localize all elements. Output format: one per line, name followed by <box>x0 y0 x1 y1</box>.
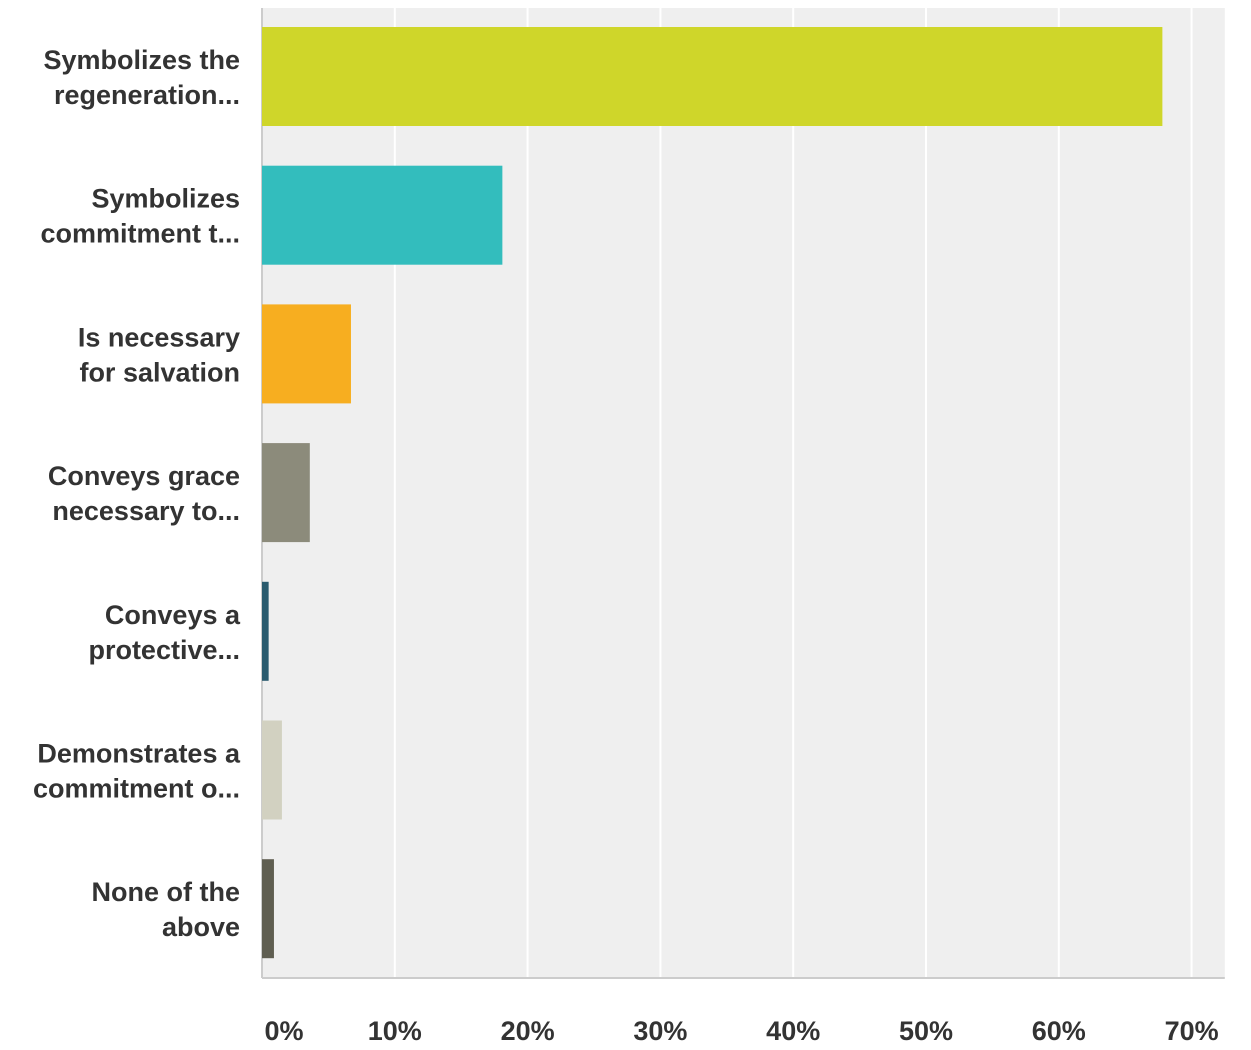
x-tick-label-7: 70% <box>1165 1016 1219 1045</box>
plot-area <box>262 8 1225 978</box>
category-label-3: Is necessary for salvation <box>78 322 240 387</box>
x-tick-label-4: 40% <box>766 1016 820 1045</box>
bar-6 <box>262 720 282 820</box>
bar-7 <box>262 859 274 959</box>
bar-1 <box>262 27 1163 126</box>
x-tick-label-3: 30% <box>633 1016 687 1045</box>
category-label-7: None of the above <box>92 877 241 942</box>
category-label-6: Demonstrates a commitment o... <box>33 739 241 804</box>
category-label-5: Conveys a protective... <box>88 600 241 665</box>
category-label-4: Conveys grace necessary to... <box>48 461 240 526</box>
bar-5 <box>262 581 269 681</box>
x-tick-label-0: 0% <box>264 1016 303 1045</box>
x-tick-label-5: 50% <box>899 1016 953 1045</box>
category-label-1: Symbolizes the regeneration... <box>43 45 240 110</box>
bar-4 <box>262 443 310 543</box>
x-tick-label-1: 10% <box>368 1016 422 1045</box>
x-tick-label-2: 20% <box>501 1016 555 1045</box>
bar-3 <box>262 304 351 404</box>
category-label-2: Symbolizes commitment t... <box>40 184 240 249</box>
x-tick-label-6: 60% <box>1032 1016 1086 1045</box>
bar-2 <box>262 165 503 265</box>
